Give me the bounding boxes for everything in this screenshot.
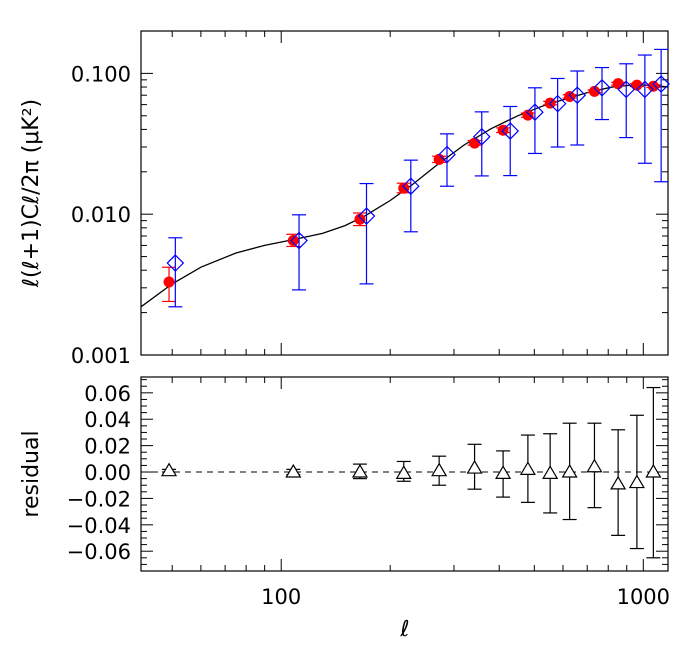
blue-diamond-point [472, 127, 491, 146]
residual-triangle-point [431, 462, 448, 477]
main-y-axis-label: ℓ(ℓ+1)Cℓ/2π (μK²) [19, 99, 44, 288]
residual-data-layer [160, 386, 662, 559]
blue-error-bar [595, 66, 610, 121]
residual-triangle-point [610, 475, 627, 490]
y-tick-label: 0.010 [71, 203, 131, 227]
red-point [564, 91, 576, 103]
blue-error-bar [440, 133, 455, 187]
residual-triangle-point [586, 458, 603, 473]
y-tick-label: 0.00 [84, 461, 131, 485]
blue-error-bar [359, 182, 374, 285]
y-tick-label: 0.100 [71, 62, 131, 86]
blue-diamond-point [617, 80, 636, 99]
red-point [647, 80, 659, 92]
red-point [354, 213, 366, 225]
x-tick-labels: 100 1000 [261, 585, 670, 609]
y-tick-label: 0.06 [84, 382, 131, 406]
residual-y-tick-labels: 0.060.04 0.020.00−0.02 −0.04−0.06 [67, 382, 131, 564]
main-y-tick-labels: 0.001 0.010 0.100 [71, 62, 131, 368]
residual-triangle-point [160, 462, 178, 477]
blue-error-bar [654, 48, 669, 183]
residual-triangle-point [395, 465, 412, 479]
y-tick-label: −0.04 [67, 514, 131, 538]
main-axis-ticks [141, 30, 668, 356]
residual-triangle-point [628, 474, 645, 489]
model-curve [140, 84, 669, 308]
blue-diamond-point [290, 231, 308, 250]
main-plot-frame [140, 30, 669, 356]
blue-error-bar [550, 77, 565, 148]
red-point [163, 276, 175, 288]
x-tick-label: 1000 [617, 585, 670, 609]
blue-error-bar [403, 159, 418, 233]
blue-error-bar [503, 105, 518, 177]
blue-diamond-point [548, 94, 567, 113]
blue-diamond-point [501, 122, 520, 140]
residual-panel: 0.060.040.020.00−0.02−0.04−0.06 100 1000 … [19, 376, 670, 642]
residual-triangle-point [285, 463, 302, 478]
residual-axis-ticks [141, 377, 668, 571]
blue-error-bar [619, 63, 634, 139]
blue-diamond-point [593, 78, 611, 97]
red-point [631, 79, 643, 91]
blue-error-bar [637, 54, 652, 164]
residual-triangle-point [519, 461, 536, 475]
red-point [287, 235, 299, 247]
residual-triangle-point [561, 463, 578, 478]
y-tick-label: −0.06 [67, 540, 131, 564]
blue-diamond-point [636, 80, 654, 99]
blue-error-bar [292, 214, 307, 291]
blue-diamond-point [166, 254, 185, 272]
residual-triangle-point [351, 463, 369, 478]
main-panel: 0.001 0.010 0.100 ℓ(ℓ+1)Cℓ/2π (μK²) [19, 30, 670, 368]
blue-error-bar [570, 70, 585, 146]
red-point [612, 78, 624, 90]
blue-diamond-point [652, 75, 670, 93]
y-tick-label: 0.04 [84, 408, 131, 432]
red-point [588, 85, 600, 97]
y-tick-label: −0.02 [67, 487, 131, 511]
main-data-layer [162, 48, 670, 308]
y-tick-label: 0.02 [84, 435, 131, 459]
red-point [398, 182, 410, 194]
x-axis-label: ℓ [399, 617, 409, 642]
residual-triangle-point [495, 465, 512, 479]
main-model-layer [140, 84, 669, 308]
blue-error-bar [168, 237, 183, 308]
red-point [522, 109, 534, 121]
residual-y-axis-label: residual [19, 430, 44, 517]
residual-triangle-point [645, 463, 662, 478]
residual-triangle-point [542, 465, 559, 479]
blue-diamond-point [401, 177, 420, 196]
blue-diamond-point [526, 103, 544, 122]
y-tick-label: 0.001 [71, 344, 131, 368]
x-tick-label: 100 [261, 585, 301, 609]
blue-diamond-point [438, 145, 456, 164]
red-point [469, 137, 481, 149]
blue-diamond-point [568, 86, 587, 105]
residual-triangle-point [466, 459, 483, 474]
residual-plot-frame [140, 376, 669, 572]
blue-diamond-point [357, 207, 376, 225]
